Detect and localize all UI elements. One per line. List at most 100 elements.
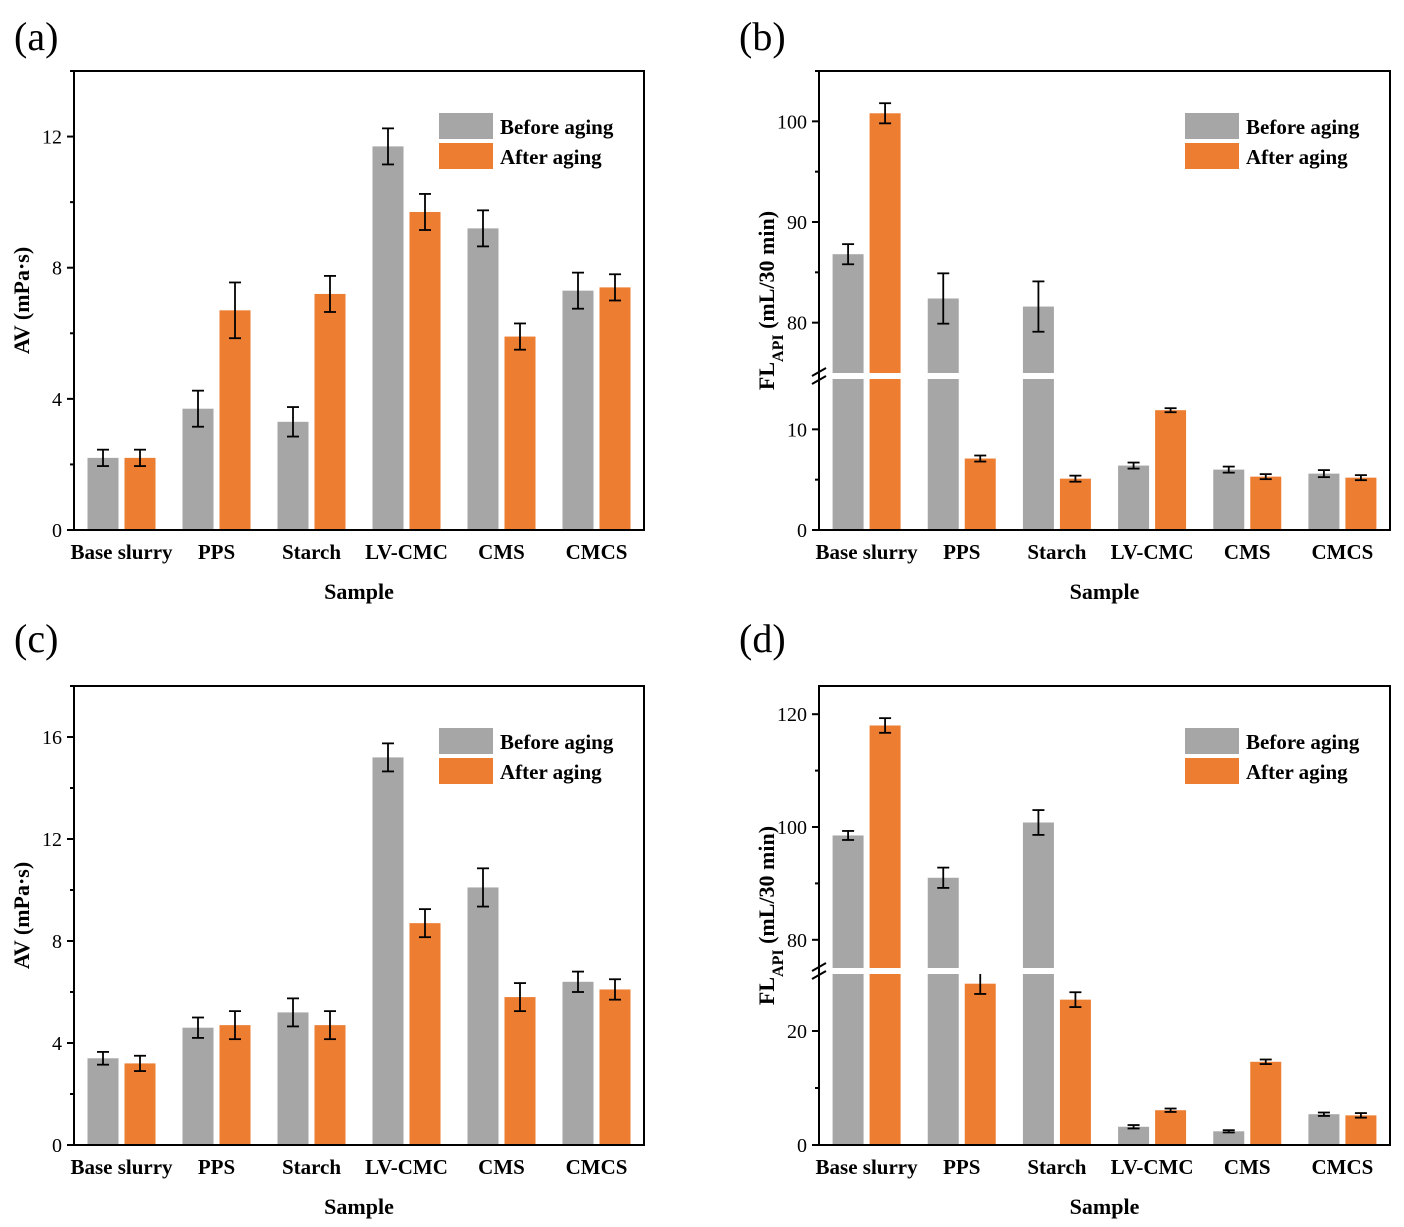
bar [277,421,309,530]
bar [1118,465,1150,530]
y-tick-label: 120 [777,704,807,726]
chart-panel: (b) 0 10 80 90 100 Base slurry PPS Starch LV-CMC C… [739,14,1391,604]
x-tick-label: CMCS [1311,1155,1373,1179]
legend-swatch [1185,143,1239,169]
legend-swatch [1185,113,1239,139]
legend-entry: Before aging [500,730,614,754]
y-tick-label: 0 [797,1135,807,1157]
bar [927,298,959,530]
bar [1155,1110,1187,1145]
x-tick-label: PPS [198,1155,235,1179]
x-axis-title: Sample [324,579,394,604]
bar [124,457,156,530]
bar [372,757,404,1145]
x-tick-label: CMS [1224,540,1271,564]
y-tick-label: 20 [787,1021,807,1043]
x-tick-label: Starch [282,1155,341,1179]
x-tick-label: PPS [943,1155,980,1179]
bar [927,877,959,1145]
y-tick-label: 4 [52,1033,62,1055]
legend-swatch [1185,758,1239,784]
bar [869,725,901,1145]
bar [1308,1114,1340,1145]
legend-entry: Before aging [1246,115,1360,139]
chart-panel: (d) 0 20 80 100 120 Base slurry PPS Starch LV-CMC… [739,616,1391,1219]
bar [1059,999,1091,1145]
bar [964,458,996,530]
y-tick-label: 80 [787,930,807,952]
y-tick-label: 8 [52,931,62,953]
chart-panel: (c) 0 4 8 12 16 Base slurry PPS Starch LV-CMC CMS C… [9,616,645,1219]
x-tick-label: Base slurry [816,1155,919,1179]
x-tick-label: LV-CMC [365,540,448,564]
legend-entry: After aging [500,760,602,784]
bar [219,1025,251,1145]
plot-frame [818,685,1391,1146]
y-axis-title-tail: (mL/30 min) [754,826,779,949]
x-tick-label: LV-CMC [1111,540,1194,564]
y-tick-label: 80 [787,313,807,335]
y-axis-title: FLAPI (mL/30 min) [754,211,787,390]
axis-break-band [820,373,1389,379]
bar [467,228,499,530]
y-tick-label: 90 [787,212,807,234]
x-tick-label: Starch [1027,540,1086,564]
bar [182,408,214,530]
legend-swatch [1185,728,1239,754]
bar [87,1058,119,1145]
bar [1022,306,1054,530]
legend-swatch [439,758,493,784]
x-axis-title: Sample [324,1194,394,1219]
x-tick-label: CMCS [566,1155,628,1179]
legend: Before aging After aging [439,728,614,784]
legend-swatch [439,113,493,139]
legend-entry: Before aging [1246,730,1360,754]
bar [1213,469,1245,530]
axis-break-band [820,968,1389,974]
bar [372,146,404,530]
bar [1022,822,1054,1145]
bar [504,336,536,530]
bar [219,310,251,530]
bar [314,1025,346,1145]
y-tick-label: 0 [797,520,807,542]
y-axis-title-main: FL [754,977,779,1005]
x-axis-title: Sample [1070,579,1140,604]
chart-panel: (a) 0 4 8 12 Base slurry PPS Starch LV-CMC CMS CMC… [9,14,645,604]
plot-frame [818,70,1391,531]
bar [1345,477,1377,530]
bar [124,1063,156,1145]
bar [599,287,631,530]
x-tick-label: LV-CMC [1111,1155,1194,1179]
y-axis-title: AV (mPa·s) [9,862,34,969]
x-tick-label: Base slurry [70,540,173,564]
legend-entry: After aging [1246,760,1348,784]
bar [409,211,441,530]
bar [1308,473,1340,530]
y-axis-title: FLAPI (mL/30 min) [754,826,787,1005]
x-tick-label: CMCS [566,540,628,564]
y-axis-title-main: FL [754,362,779,390]
bar [182,1027,214,1145]
panel-label: (b) [739,14,786,59]
legend-entry: After aging [1246,145,1348,169]
panel-label: (c) [14,616,58,661]
bar [1059,478,1091,530]
y-tick-label: 100 [777,817,807,839]
y-axis-title-sub: API [770,949,787,977]
bar [87,457,119,530]
x-tick-label: CMS [1224,1155,1271,1179]
bar [1213,1131,1245,1145]
x-tick-label: Starch [1027,1155,1086,1179]
y-tick-label: 10 [787,419,807,441]
bar [277,1012,309,1145]
bar [409,923,441,1145]
y-tick-label: 100 [777,111,807,133]
y-tick-label: 12 [42,829,62,851]
legend-swatch [439,143,493,169]
y-axis-title-sub: API [770,334,787,362]
legend: Before aging After aging [439,113,614,169]
bar [1155,410,1187,530]
y-axis-title-tail: (mL/30 min) [754,211,779,334]
y-axis-title: AV (mPa·s) [9,247,34,354]
